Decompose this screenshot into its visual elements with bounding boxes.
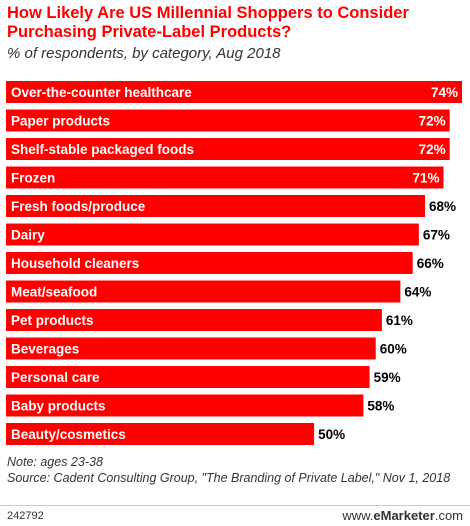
category-label-10: Personal care	[11, 370, 100, 385]
value-label-3: 71%	[412, 171, 439, 186]
value-label-11: 58%	[367, 399, 394, 414]
bar-10	[6, 366, 370, 388]
value-label-7: 64%	[404, 285, 431, 300]
value-label-8: 61%	[386, 313, 413, 328]
chart-subtitle: % of respondents, by category, Aug 2018	[7, 45, 281, 62]
bar-0	[6, 81, 462, 103]
bar-6	[6, 252, 413, 274]
bar-5	[6, 223, 419, 246]
bar-3	[6, 166, 444, 189]
category-label-6: Household cleaners	[11, 256, 139, 271]
bar-chart: Over-the-counter healthcare 74% Paper prod…	[6, 81, 462, 445]
bar-8	[6, 309, 382, 331]
value-label-12: 50%	[318, 427, 345, 442]
category-label-8: Pet products	[11, 313, 94, 328]
category-label-11: Baby products	[11, 399, 106, 414]
note-text: Note: ages 23-38	[7, 455, 103, 469]
logo-prefix: www.	[342, 508, 374, 523]
value-label-10: 59%	[374, 370, 401, 385]
footer-divider	[0, 505, 470, 506]
category-label-12: Beauty/cosmetics	[11, 427, 126, 442]
category-label-1: Paper products	[11, 114, 110, 129]
category-label-9: Beverages	[11, 342, 79, 357]
source-text: Source: Cadent Consulting Group, "The Br…	[7, 470, 451, 485]
bar-4	[6, 195, 426, 217]
chart-title: How Likely Are US Millennial Shoppers to…	[7, 4, 409, 41]
logo-suffix: .com	[434, 508, 463, 523]
category-label-2: Shelf-stable packaged foods	[11, 142, 194, 157]
logo-brand-rest: Marketer	[380, 508, 435, 523]
category-label-7: Meat/seafood	[11, 285, 97, 300]
bar-9	[6, 337, 376, 360]
category-label-3: Frozen	[11, 171, 55, 186]
value-label-4: 68%	[429, 199, 456, 214]
value-label-5: 67%	[423, 228, 450, 243]
bar-11	[6, 394, 364, 417]
category-label-0: Over-the-counter healthcare	[11, 85, 192, 100]
emarketer-logo[interactable]: www.eMarketer.com	[342, 508, 463, 523]
value-label-0: 74%	[431, 85, 458, 100]
chart-id: 242792	[7, 510, 44, 522]
bar-12	[6, 423, 315, 445]
value-label-2: 72%	[419, 142, 446, 157]
value-label-1: 72%	[419, 114, 446, 129]
logo-brand-e: e	[373, 508, 381, 523]
chart-notes: Note: ages 23-38 Source: Cadent Consulti…	[7, 455, 463, 486]
bar-1	[6, 109, 450, 132]
category-label-5: Dairy	[11, 228, 45, 243]
bar-7	[6, 280, 401, 303]
value-label-9: 60%	[380, 342, 407, 357]
category-label-4: Fresh foods/produce	[11, 199, 146, 214]
bar-2	[6, 138, 450, 160]
value-label-6: 66%	[417, 256, 444, 271]
